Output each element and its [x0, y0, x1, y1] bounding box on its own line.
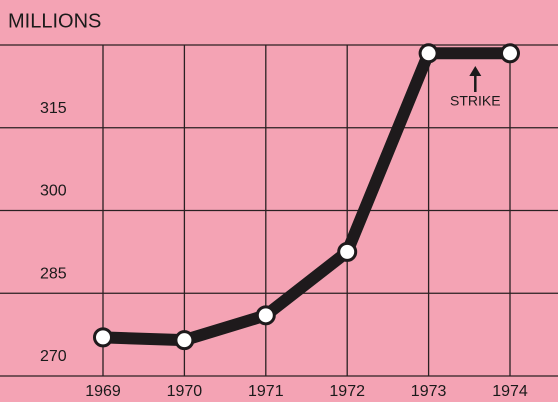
grid: 270 285 300 315 1969 1970 1971 1972 1973 1974: [0, 44, 558, 400]
annotation: STRIKE: [450, 93, 501, 109]
marker: [255, 305, 276, 326]
marker: [418, 43, 439, 64]
y-tick-label: 300: [40, 183, 67, 200]
annotation-arrowhead: [469, 66, 482, 76]
x-tick-label: 1969: [85, 383, 121, 400]
y-tick-label: 285: [40, 265, 67, 282]
marker: [93, 327, 113, 348]
x-tick-label: 1974: [492, 383, 528, 400]
line: [102, 47, 510, 347]
x-tick-label: 1971: [248, 383, 284, 400]
x-tick-label: 1973: [411, 383, 447, 400]
plot: STRIKE: [93, 43, 520, 351]
marker: [174, 330, 195, 351]
chart-title: MILLIONS: [8, 10, 101, 32]
marker: [500, 43, 520, 64]
x-tick-label: 1970: [167, 383, 203, 400]
y-tick-label: 270: [40, 348, 67, 365]
x-tick-label: 1972: [329, 383, 365, 400]
marker: [337, 241, 358, 262]
y-tick-label: 315: [40, 100, 67, 117]
